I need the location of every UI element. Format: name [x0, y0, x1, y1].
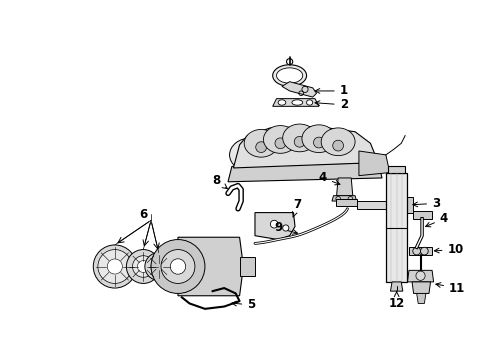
Polygon shape: [357, 201, 393, 209]
Text: 12: 12: [389, 291, 405, 310]
Circle shape: [291, 152, 296, 158]
Ellipse shape: [268, 130, 311, 164]
Circle shape: [154, 262, 164, 271]
Polygon shape: [388, 166, 405, 172]
Circle shape: [271, 152, 277, 158]
Ellipse shape: [229, 138, 273, 172]
Ellipse shape: [244, 130, 278, 157]
Polygon shape: [412, 282, 431, 293]
Ellipse shape: [276, 68, 303, 83]
Polygon shape: [273, 99, 319, 106]
Circle shape: [161, 249, 195, 283]
Circle shape: [151, 239, 205, 293]
Circle shape: [171, 259, 186, 274]
Circle shape: [137, 261, 149, 273]
Circle shape: [98, 249, 132, 283]
Polygon shape: [240, 257, 255, 276]
Circle shape: [283, 225, 289, 231]
Polygon shape: [408, 270, 434, 282]
Text: 8: 8: [212, 174, 227, 189]
Text: 2: 2: [315, 98, 348, 111]
Text: 7: 7: [293, 198, 301, 217]
Circle shape: [333, 140, 343, 151]
Ellipse shape: [264, 126, 297, 153]
Ellipse shape: [292, 100, 303, 105]
Circle shape: [287, 59, 293, 65]
Polygon shape: [393, 197, 413, 213]
Circle shape: [126, 249, 160, 283]
Circle shape: [268, 149, 280, 161]
Polygon shape: [282, 82, 317, 97]
Text: 5: 5: [232, 298, 255, 311]
Circle shape: [107, 259, 122, 274]
Circle shape: [326, 149, 338, 161]
Polygon shape: [255, 213, 295, 239]
Circle shape: [307, 149, 319, 161]
Circle shape: [270, 220, 278, 228]
Polygon shape: [178, 237, 244, 296]
Polygon shape: [386, 172, 408, 282]
Circle shape: [413, 247, 420, 255]
Polygon shape: [409, 247, 432, 255]
Circle shape: [275, 138, 286, 149]
Circle shape: [416, 271, 425, 280]
Circle shape: [329, 152, 335, 158]
Polygon shape: [413, 211, 432, 219]
Circle shape: [145, 253, 172, 280]
Ellipse shape: [283, 124, 317, 152]
Ellipse shape: [307, 100, 313, 105]
Polygon shape: [336, 199, 357, 206]
Polygon shape: [337, 178, 353, 195]
Ellipse shape: [287, 130, 330, 164]
Text: 10: 10: [435, 243, 464, 256]
Text: 9: 9: [274, 221, 297, 234]
Ellipse shape: [273, 65, 307, 86]
Polygon shape: [391, 282, 403, 291]
Polygon shape: [416, 293, 426, 303]
Circle shape: [420, 247, 428, 255]
Ellipse shape: [307, 132, 350, 166]
Polygon shape: [359, 151, 390, 176]
Circle shape: [93, 245, 136, 288]
Text: 11: 11: [436, 282, 466, 294]
Text: 4: 4: [426, 212, 448, 227]
Circle shape: [314, 137, 324, 148]
Circle shape: [132, 256, 154, 277]
Circle shape: [151, 259, 167, 274]
Ellipse shape: [324, 136, 368, 170]
Ellipse shape: [249, 132, 292, 166]
Text: 1: 1: [315, 85, 348, 98]
Ellipse shape: [321, 128, 355, 156]
Polygon shape: [228, 163, 382, 182]
Text: 3: 3: [413, 197, 440, 210]
Circle shape: [252, 152, 258, 158]
Circle shape: [287, 149, 300, 161]
Circle shape: [249, 149, 261, 161]
Circle shape: [256, 142, 267, 153]
Text: 4: 4: [318, 171, 340, 185]
Circle shape: [294, 136, 305, 147]
Text: 6: 6: [139, 208, 147, 221]
Ellipse shape: [302, 125, 336, 153]
Polygon shape: [233, 126, 378, 168]
Polygon shape: [332, 195, 357, 201]
Ellipse shape: [278, 100, 286, 105]
Circle shape: [310, 152, 316, 158]
